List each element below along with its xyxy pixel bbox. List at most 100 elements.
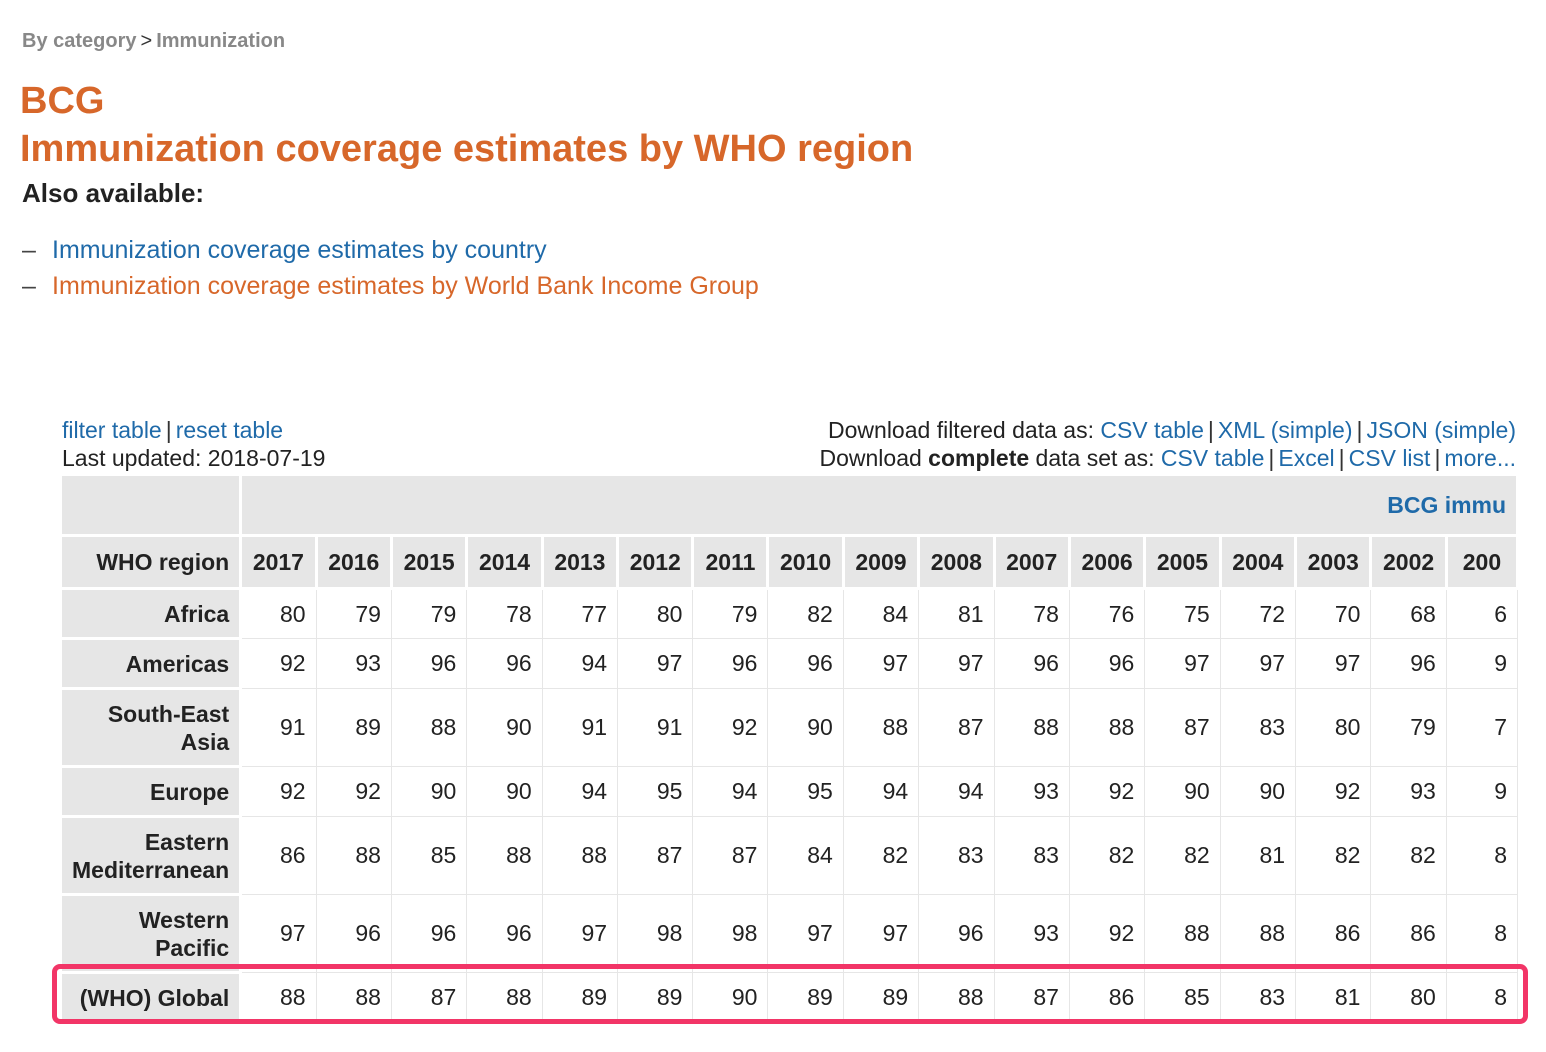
region-row-header: (WHO) Global bbox=[62, 972, 243, 1024]
table-cell: 92 bbox=[692, 688, 769, 767]
table-cell: 89 bbox=[767, 972, 844, 1023]
reset-table-link[interactable]: reset table bbox=[175, 417, 284, 443]
download-complete-excel-link[interactable]: Excel bbox=[1278, 445, 1335, 471]
table-row: Americas 92 93 96 96 94 97 96 96 97 97 96 96 97 97 97 96… bbox=[62, 638, 1518, 690]
region-row-header: Americas bbox=[62, 638, 243, 690]
table-cell: 82 bbox=[1069, 816, 1146, 895]
table-cell: 81 bbox=[918, 588, 995, 639]
table-body: Africa 80 79 79 78 77 80 79 82 84 81 78 76 75 72 70 68 6 A… bbox=[62, 588, 1518, 1024]
year-column-header[interactable]: 2008 bbox=[918, 535, 996, 590]
table-cell: 94 bbox=[542, 766, 619, 817]
table-cell: 84 bbox=[843, 588, 920, 639]
table-cell: 97 bbox=[918, 638, 995, 689]
table-cell: 90 bbox=[466, 688, 543, 767]
download-links: Download filtered data as: CSV table | XML… bbox=[819, 417, 1516, 471]
filter-table-link[interactable]: filter table bbox=[62, 417, 162, 443]
table-cell: 89 bbox=[316, 688, 392, 767]
region-row-header: Europe bbox=[62, 766, 243, 818]
table-cell: 88 bbox=[466, 972, 543, 1023]
also-available-heading: Also available: bbox=[22, 178, 205, 208]
table-cell: 79 bbox=[692, 588, 769, 639]
list-item: – Immunization coverage estimates by coun… bbox=[22, 232, 759, 268]
dash-bullet: – bbox=[22, 272, 36, 300]
table-cell: 90 bbox=[1220, 766, 1297, 817]
also-available-list: – Immunization coverage estimates by coun… bbox=[22, 232, 759, 304]
table-cell: 96 bbox=[1370, 638, 1447, 689]
year-column-header[interactable]: 2017 bbox=[240, 535, 318, 590]
corner-cell bbox=[62, 476, 243, 537]
table-cell: 89 bbox=[542, 972, 619, 1023]
download-complete-csv-list-link[interactable]: CSV list bbox=[1348, 445, 1431, 471]
year-column-header[interactable]: 2003 bbox=[1295, 535, 1373, 590]
table-cell: 86 bbox=[1069, 972, 1146, 1023]
table-cell: 87 bbox=[918, 688, 995, 767]
table-cell: 90 bbox=[466, 766, 543, 817]
table-cell: 78 bbox=[466, 588, 543, 639]
table-cell: 88 bbox=[391, 688, 468, 767]
year-column-header[interactable]: 2015 bbox=[391, 535, 469, 590]
table-group-title[interactable]: BCG immu bbox=[240, 476, 1518, 537]
year-column-header[interactable]: 200 bbox=[1446, 535, 1518, 590]
table-cell: 94 bbox=[843, 766, 920, 817]
year-column-header[interactable]: 2012 bbox=[617, 535, 695, 590]
download-filtered-xml-link[interactable]: XML (simple) bbox=[1217, 417, 1353, 443]
table-cell: 88 bbox=[240, 972, 317, 1023]
table-cell: 84 bbox=[767, 816, 844, 895]
table-cell: 98 bbox=[692, 894, 769, 973]
table-cell: 95 bbox=[617, 766, 694, 817]
table-cell: 87 bbox=[391, 972, 468, 1023]
year-column-header[interactable]: 2006 bbox=[1069, 535, 1147, 590]
table-cell: 97 bbox=[843, 894, 920, 973]
table-cell: 89 bbox=[617, 972, 694, 1023]
table-cell: 90 bbox=[391, 766, 468, 817]
table-cell: 80 bbox=[240, 588, 317, 639]
table-cell: 86 bbox=[240, 816, 317, 895]
link-by-country[interactable]: Immunization coverage estimates by count… bbox=[52, 236, 547, 264]
download-filtered-csv-link[interactable]: CSV table bbox=[1100, 417, 1204, 443]
download-filtered-json-link[interactable]: JSON (simple) bbox=[1366, 417, 1516, 443]
year-column-header[interactable]: 2007 bbox=[994, 535, 1071, 590]
year-column-header[interactable]: 2014 bbox=[466, 535, 544, 590]
breadcrumb-parent-link[interactable]: By category bbox=[22, 30, 137, 52]
data-table-container[interactable]: BCG immu WHO region 2017 2016 2015 2014 2013… bbox=[62, 476, 1518, 1032]
table-cell: 88 bbox=[1069, 688, 1146, 767]
table-row: (WHO) Global 88 88 87 88 89 89 90 89 89 88 87 86 85 83… bbox=[62, 972, 1518, 1024]
table-cell: 85 bbox=[391, 816, 468, 895]
table-cell: 76 bbox=[1069, 588, 1146, 639]
year-column-header[interactable]: 2011 bbox=[692, 535, 770, 590]
table-cell: 90 bbox=[692, 972, 769, 1023]
link-by-income-group[interactable]: Immunization coverage estimates by World… bbox=[52, 272, 759, 300]
table-cell: 96 bbox=[918, 894, 995, 973]
year-column-header[interactable]: 2002 bbox=[1370, 535, 1448, 590]
download-filtered-label: Download filtered data as: bbox=[828, 417, 1094, 443]
table-cell: 92 bbox=[316, 766, 392, 817]
year-column-header[interactable]: 2004 bbox=[1220, 535, 1298, 590]
year-column-header[interactable]: 2010 bbox=[767, 535, 845, 590]
table-cell: 97 bbox=[843, 638, 920, 689]
year-column-header[interactable]: 2005 bbox=[1144, 535, 1222, 590]
download-complete-csv-table-link[interactable]: CSV table bbox=[1160, 445, 1265, 471]
table-cell: 88 bbox=[843, 688, 920, 767]
table-cell: 87 bbox=[1144, 688, 1221, 767]
table-cell: 91 bbox=[240, 688, 317, 767]
table-cell: 9 bbox=[1446, 638, 1518, 689]
table-cell: 89 bbox=[843, 972, 920, 1023]
year-column-header[interactable]: 2016 bbox=[316, 535, 393, 590]
region-row-header: Western Pacific bbox=[62, 894, 243, 974]
table-tools-left: filter table | reset table Last updated: 2… bbox=[62, 417, 326, 471]
list-item: – Immunization coverage estimates by Worl… bbox=[22, 268, 759, 304]
table-cell: 88 bbox=[316, 972, 392, 1023]
region-column-header[interactable]: WHO region bbox=[62, 535, 243, 590]
year-column-header[interactable]: 2009 bbox=[843, 535, 921, 590]
table-cell: 90 bbox=[767, 688, 844, 767]
table-cell: 96 bbox=[767, 638, 844, 689]
table-row: Western Pacific 97 96 96 96 97 98 98 97 97 96 93 92 8… bbox=[62, 894, 1518, 974]
year-column-header[interactable]: 2013 bbox=[542, 535, 620, 590]
table-cell: 94 bbox=[542, 638, 619, 689]
table-cell: 97 bbox=[617, 638, 694, 689]
download-more-link[interactable]: more... bbox=[1444, 445, 1516, 471]
table-cell: 92 bbox=[240, 766, 317, 817]
download-complete-prefix: Download bbox=[819, 445, 922, 471]
table-cell: 97 bbox=[240, 894, 317, 973]
table-cell: 91 bbox=[542, 688, 619, 767]
